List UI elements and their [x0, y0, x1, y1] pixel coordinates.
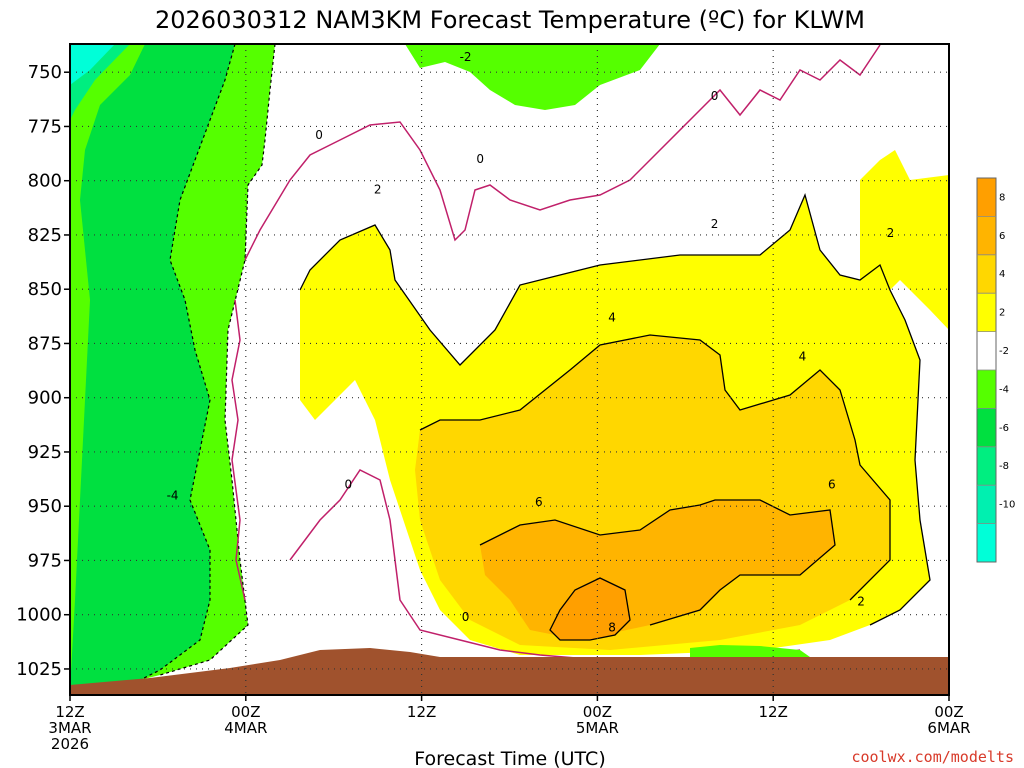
chart-title: 2026030312 NAM3KM Forecast Temperature (…	[155, 6, 865, 34]
x-tick-label: 12Z	[759, 703, 788, 721]
contour-0-line-upper	[244, 44, 881, 261]
contour-label: 0	[315, 128, 323, 142]
x-tick-label: 12Z	[55, 703, 84, 721]
plot-frame	[69, 43, 950, 696]
x-tick-label: 00Z	[583, 703, 612, 721]
colorbar-tick-label: -2	[999, 346, 1009, 357]
contour-label: 2	[887, 226, 895, 240]
colorbar-band	[977, 216, 996, 255]
y-tick-label: 975	[28, 550, 62, 571]
warm-region-2-right	[860, 150, 949, 330]
contour-label: 8	[608, 621, 616, 635]
colorbar-band	[977, 485, 996, 524]
colorbar-band	[977, 331, 996, 370]
colorbar-tick-label: -6	[999, 423, 1009, 434]
colorbar-band	[977, 370, 996, 409]
colorbar-band	[977, 178, 996, 217]
colorbar-tick-label: 6	[999, 231, 1005, 242]
contour-label: 0	[462, 610, 470, 624]
contour-2-line	[299, 193, 931, 626]
y-tick-label: 750	[28, 62, 62, 83]
colorbar-tick-label: 4	[999, 269, 1005, 280]
colorbar-band	[977, 293, 996, 332]
x-axis-label: Forecast Time (UTC)	[414, 748, 605, 768]
contour-minus2-line	[159, 44, 276, 676]
contour-label: -4	[167, 488, 179, 502]
contour-label: 0	[345, 478, 353, 492]
x-tick-label: 2026	[51, 735, 89, 753]
contour-label: 6	[828, 478, 836, 492]
y-tick-label: 1025	[16, 659, 62, 680]
contour-label: -2	[460, 50, 472, 64]
colorbar-band	[977, 254, 996, 294]
contour-label: 0	[476, 152, 484, 166]
colorbar-tick-label: -10	[999, 500, 1015, 511]
ground-terrain	[70, 648, 949, 695]
colorbar-band	[977, 408, 996, 447]
contour-6-line	[479, 499, 836, 626]
colorbar-tick-label: 2	[999, 308, 1005, 319]
contour-label: 2	[374, 182, 382, 196]
y-tick-label: 900	[28, 388, 62, 409]
contour-0-line-left	[231, 299, 246, 601]
y-tick-label: 800	[28, 171, 62, 192]
cold-region-minus4	[70, 44, 235, 690]
colorbar-band	[977, 446, 996, 486]
cold-region-minus10	[70, 44, 115, 85]
colorbar-band	[977, 523, 996, 562]
colorbar-tick-label: 8	[999, 192, 1005, 203]
credit-text: coolwx.com/modelts	[851, 748, 1014, 766]
colorbar-tick-label: -8	[999, 461, 1009, 472]
ground-cold-patch	[690, 645, 810, 657]
x-tick-label: 00Z	[231, 703, 260, 721]
y-tick-label: 850	[28, 279, 62, 300]
contour-4-line	[419, 334, 891, 601]
y-tick-label: 825	[28, 225, 62, 246]
x-tick-label: 00Z	[934, 703, 963, 721]
y-tick-label: 925	[28, 442, 62, 463]
contour-8-line	[549, 577, 631, 641]
contour-label: 4	[799, 349, 807, 363]
x-tick-label: 3MAR	[48, 719, 91, 737]
x-tick-label: 5MAR	[576, 719, 619, 737]
y-tick-label: 775	[28, 116, 62, 137]
contour-label: 0	[711, 89, 719, 103]
x-tick-label: 12Z	[407, 703, 436, 721]
y-tick-label: 1000	[16, 605, 62, 626]
y-tick-label: 875	[28, 333, 62, 354]
contour-label: 2	[857, 595, 865, 609]
top-cold-patch	[405, 44, 660, 110]
contour-label: 4	[608, 310, 616, 324]
y-tick-label: 950	[28, 496, 62, 517]
warm-region-8	[550, 578, 630, 640]
x-tick-label: 6MAR	[927, 719, 970, 737]
contour-label: 2	[711, 217, 719, 231]
colorbar-tick-label: -4	[999, 384, 1009, 395]
x-tick-label: 4MAR	[224, 719, 267, 737]
colorbar: 8 6 4 2 -2 -4 -6 -8 -10	[976, 177, 1015, 563]
contour-label: 6	[535, 495, 543, 509]
